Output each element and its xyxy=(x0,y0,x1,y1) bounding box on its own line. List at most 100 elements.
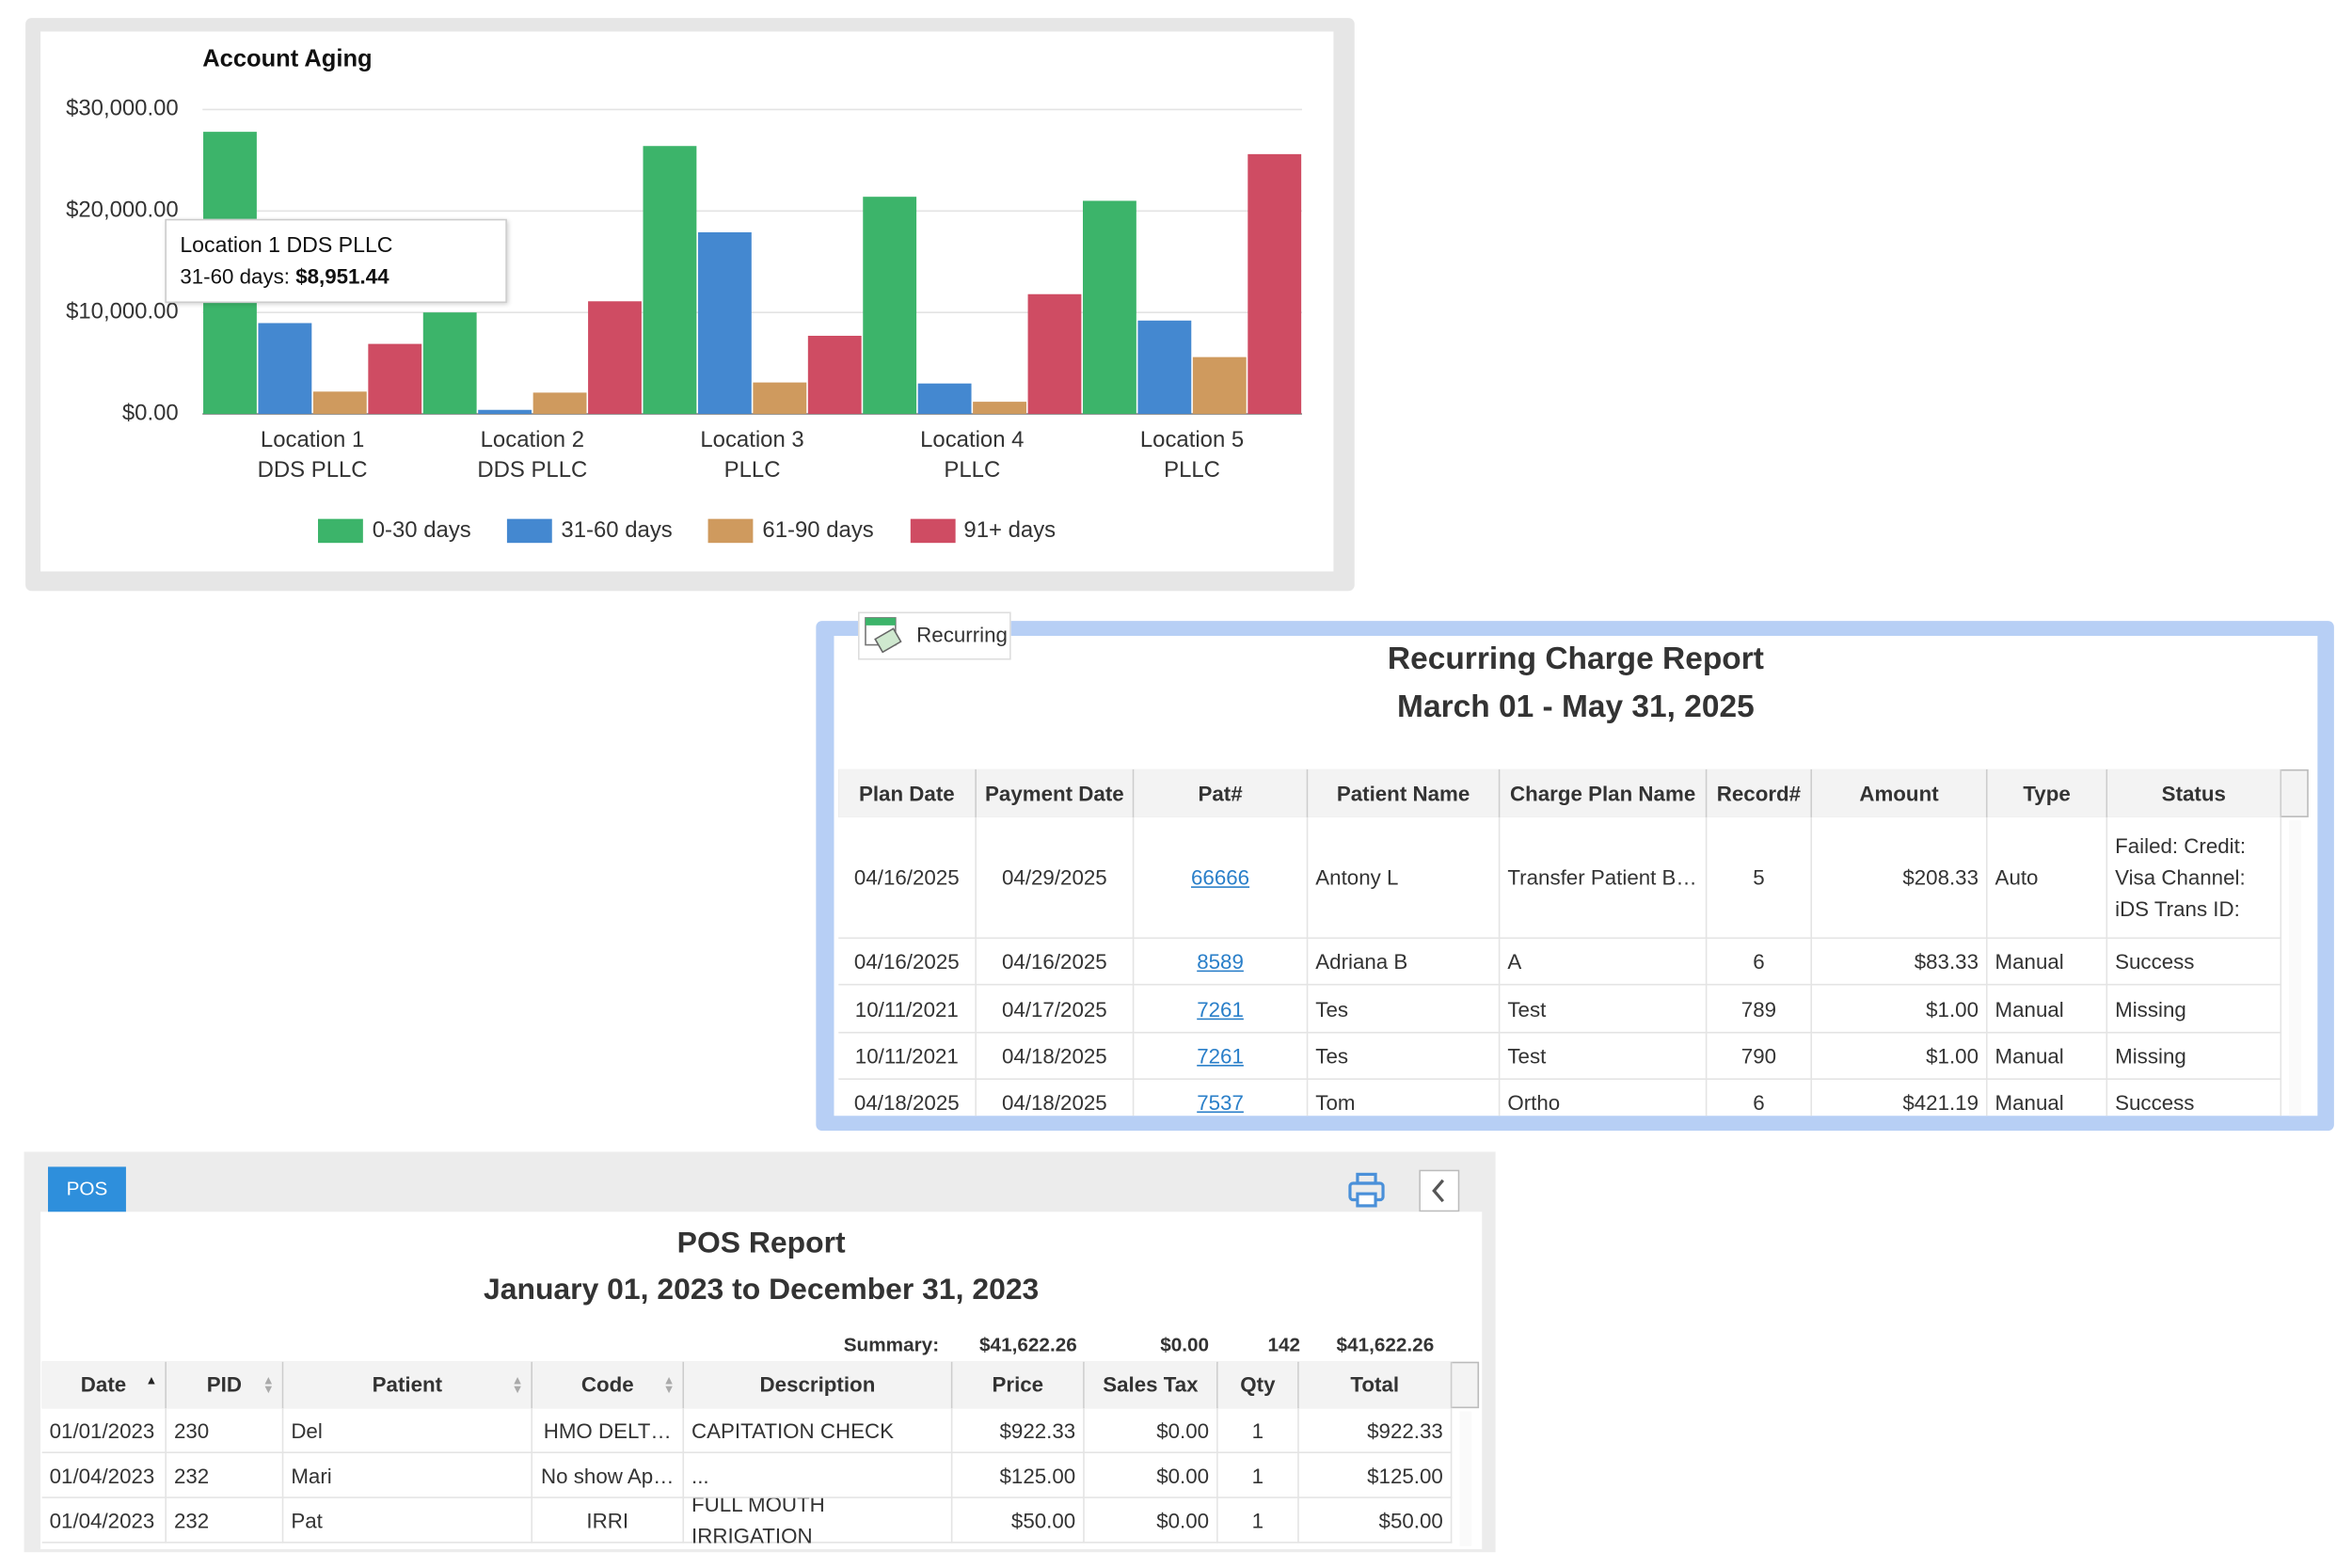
patient-link[interactable]: 8589 xyxy=(1134,939,1309,986)
bar xyxy=(532,392,587,415)
column-header: Price xyxy=(952,1361,1085,1409)
tooltip-value: $8,951.44 xyxy=(295,263,389,289)
y-tick-label: $10,000.00 xyxy=(66,298,179,324)
x-tick-label: Location 4 PLLC xyxy=(920,427,1025,483)
table-cell: Missing xyxy=(2107,1033,2282,1080)
legend-label: 31-60 days xyxy=(561,517,673,544)
legend-label: 61-90 days xyxy=(762,517,874,544)
column-header: Pat# xyxy=(1134,768,1309,817)
summary-label: Summary: xyxy=(843,1332,940,1355)
column-header: Plan Date xyxy=(838,768,977,817)
table-cell: 04/29/2025 xyxy=(977,816,1135,940)
patient-link[interactable]: 7261 xyxy=(1134,985,1309,1034)
legend: 0-30 days 31-60 days 61-90 days 91+ days xyxy=(40,517,1333,543)
table-cell: Adriana B xyxy=(1308,939,1501,986)
table-cell: 01/04/2023 xyxy=(42,1497,167,1544)
scrollbar xyxy=(1459,1411,1472,1546)
tab-label: Recurring xyxy=(916,622,1008,647)
table-cell: 232 xyxy=(167,1452,284,1498)
x-tick-label: Location 2 DDS PLLC xyxy=(477,427,588,483)
bar xyxy=(1248,153,1302,415)
tooltip: Location 1 DDS PLLC 31-60 days: $8,951.44 xyxy=(165,218,507,304)
column-header: Qty xyxy=(1217,1361,1299,1409)
table-cell: 1 xyxy=(1218,1497,1299,1544)
bar xyxy=(368,343,422,415)
table-cell: Manual xyxy=(1988,1079,2108,1117)
table-cell: Transfer Patient B… xyxy=(1500,816,1708,940)
patient-link[interactable]: 7537 xyxy=(1134,1079,1309,1117)
table-cell: 10/11/2021 xyxy=(838,985,977,1034)
column-header: Payment Date xyxy=(976,768,1135,817)
table-cell: Test xyxy=(1500,1033,1708,1080)
column-header: Type xyxy=(1987,768,2108,817)
table-cell: FULL MOUTH IRRIGATION xyxy=(684,1497,953,1544)
chart-title: Account Aging xyxy=(202,46,372,72)
column-header: Status xyxy=(2107,768,2282,817)
back-button[interactable] xyxy=(1419,1169,1460,1212)
table-cell: 04/18/2025 xyxy=(838,1079,977,1117)
summary-tax: $0.00 xyxy=(1160,1332,1210,1355)
bar xyxy=(917,383,972,415)
tooltip-label: 31-60 days: xyxy=(180,263,290,289)
table-row xyxy=(41,1453,1453,1498)
bar xyxy=(1137,320,1192,415)
legend-item: 0-30 days xyxy=(318,517,471,543)
bar xyxy=(973,402,1026,415)
sort-icon: ▲ ▼ xyxy=(511,1372,524,1396)
table-cell: $1.00 xyxy=(1812,1033,1988,1080)
table-cell: $421.19 xyxy=(1812,1079,1988,1117)
x-tick-label: Location 5 PLLC xyxy=(1139,427,1245,483)
y-tick-label: $20,000.00 xyxy=(66,198,179,223)
x-tick-label: Location 3 PLLC xyxy=(700,427,804,483)
tab[interactable]: POS xyxy=(48,1166,126,1212)
table-cell: Ortho xyxy=(1500,1079,1708,1117)
summary-total: $41,622.26 xyxy=(1336,1332,1435,1355)
legend-swatch xyxy=(318,517,364,543)
table-cell: No show Ap… xyxy=(532,1452,685,1498)
table-cell: $922.33 xyxy=(952,1408,1085,1453)
table-cell: Tes xyxy=(1308,985,1501,1034)
bar xyxy=(1192,356,1247,415)
column-header: Description xyxy=(684,1361,953,1409)
column-header: Patient Name xyxy=(1308,768,1501,817)
table-row xyxy=(838,986,2282,1034)
column-header: PID xyxy=(166,1361,284,1409)
patient-link[interactable]: 7261 xyxy=(1134,1033,1309,1080)
table-cell: 5 xyxy=(1707,816,1813,940)
table-cell: Auto xyxy=(1988,816,2108,940)
table-cell: $125.00 xyxy=(1299,1452,1453,1498)
table-cell: Del xyxy=(283,1408,533,1453)
table-row xyxy=(41,1408,1453,1453)
table-cell: Mari xyxy=(283,1452,533,1498)
bar xyxy=(1082,200,1136,415)
column-header: Sales Tax xyxy=(1084,1361,1218,1409)
print-button[interactable] xyxy=(1344,1170,1390,1212)
summary-price: $41,622.26 xyxy=(979,1332,1077,1355)
report-subtitle: March 01 - May 31, 2025 xyxy=(1397,689,1755,725)
sort-icon: ▲ ▼ xyxy=(262,1372,275,1396)
recurring-panel: Recurring Charge Report March 01 - May 3… xyxy=(834,636,2318,1117)
table-cell: $50.00 xyxy=(1299,1497,1453,1544)
table-cell: 6 xyxy=(1707,1079,1813,1117)
table-cell: 04/16/2025 xyxy=(838,939,977,986)
table-row xyxy=(838,939,2282,986)
table-cell: $125.00 xyxy=(952,1452,1085,1498)
legend-swatch xyxy=(708,517,754,543)
patient-link[interactable]: 66666 xyxy=(1134,816,1309,940)
table-cell: 01/04/2023 xyxy=(42,1452,167,1498)
table-cell: Success xyxy=(2107,1079,2282,1117)
y-tick-label: $0.00 xyxy=(122,400,179,425)
table-cell: A xyxy=(1500,939,1708,986)
legend-item: 91+ days xyxy=(910,517,1056,543)
table-cell: 6 xyxy=(1707,939,1813,986)
bar xyxy=(863,197,917,415)
legend-label: 91+ days xyxy=(963,517,1057,544)
x-tick-label: Location 1 DDS PLLC xyxy=(257,427,368,483)
table-row xyxy=(838,1034,2282,1080)
table-cell: Tom xyxy=(1308,1079,1501,1117)
table-cell: ... xyxy=(684,1452,953,1498)
bar xyxy=(807,335,862,415)
table-cell: 1 xyxy=(1218,1408,1299,1453)
tooltip-title: Location 1 DDS PLLC xyxy=(180,233,393,259)
